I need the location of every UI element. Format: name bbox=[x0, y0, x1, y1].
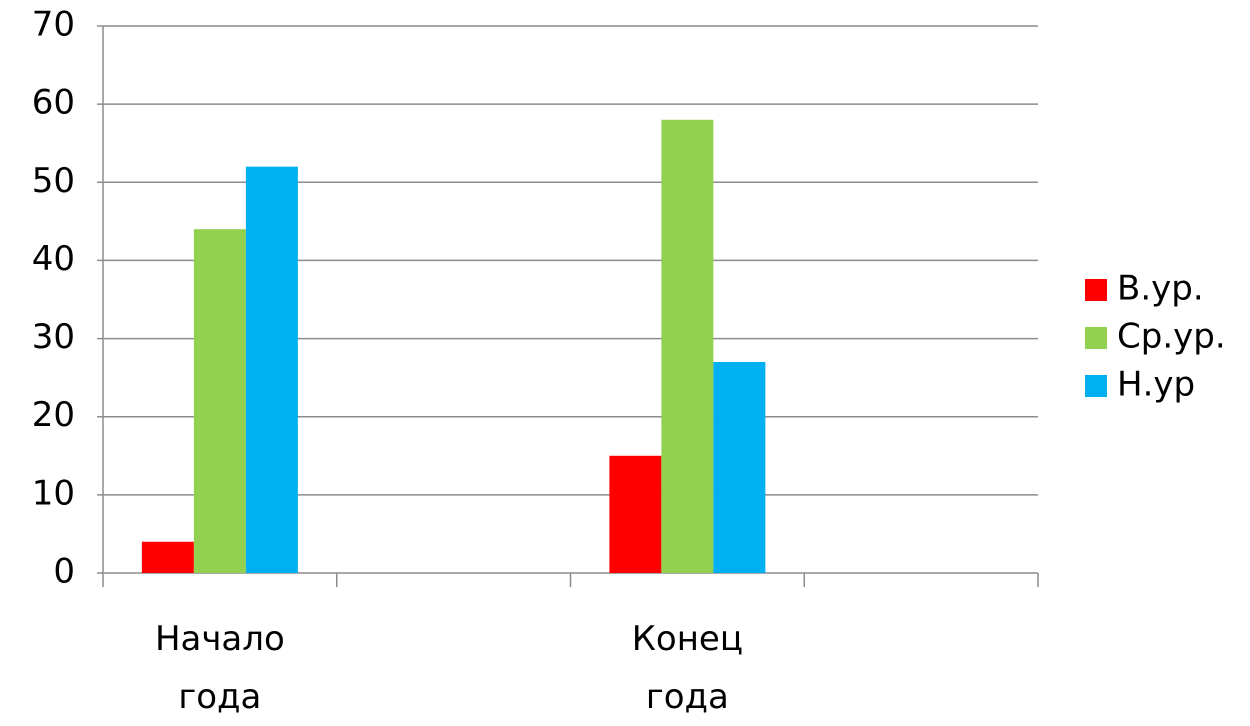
bar bbox=[661, 120, 713, 573]
bar bbox=[609, 456, 661, 573]
x-tick-label: Конец года bbox=[587, 610, 787, 726]
x-tick-label: Начало года bbox=[120, 610, 320, 726]
y-tick-label: 40 bbox=[32, 239, 75, 279]
legend-swatch bbox=[1085, 327, 1107, 349]
bar bbox=[194, 229, 246, 573]
page: 010203040506070В.ур.Ср.ур.Н.ур (() => { … bbox=[0, 0, 1250, 721]
bar bbox=[713, 362, 765, 573]
legend-label: В.ур. bbox=[1117, 269, 1204, 309]
legend-label: Н.ур bbox=[1117, 365, 1195, 405]
y-tick-label: 30 bbox=[32, 317, 75, 357]
y-tick-label: 20 bbox=[32, 395, 75, 435]
y-tick-label: 50 bbox=[32, 161, 75, 201]
bar bbox=[142, 542, 194, 573]
y-tick-label: 70 bbox=[32, 5, 75, 45]
legend-label: Ср.ур. bbox=[1117, 317, 1226, 357]
legend-swatch bbox=[1085, 279, 1107, 301]
y-tick-label: 60 bbox=[32, 83, 75, 123]
legend-swatch bbox=[1085, 375, 1107, 397]
bar bbox=[246, 167, 298, 573]
y-tick-label: 10 bbox=[32, 473, 75, 513]
y-tick-label: 0 bbox=[53, 552, 75, 592]
